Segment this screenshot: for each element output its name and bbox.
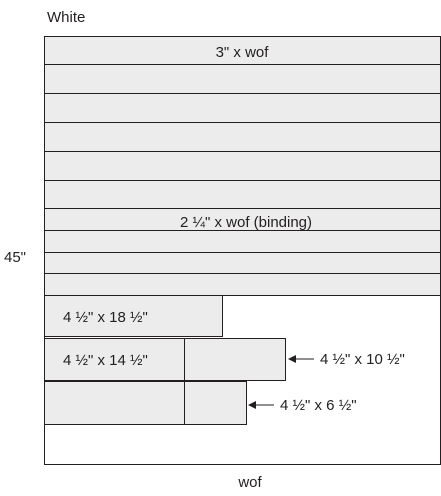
piece-6-label: 4 ½" x 6 ½" xyxy=(280,397,357,414)
strip-binding-label: 2 ¼" x wof (binding) xyxy=(180,214,312,231)
strip-3in xyxy=(44,151,441,181)
strip-binding xyxy=(44,252,441,274)
strip-binding xyxy=(44,230,441,253)
strip-3in xyxy=(44,122,441,152)
strip-3in xyxy=(44,36,441,65)
piece-4-5x18-5 xyxy=(44,295,223,337)
piece-4-5x10-5 xyxy=(184,338,286,381)
piece-18-label: 4 ½" x 18 ½" xyxy=(63,309,148,326)
strip-binding xyxy=(44,273,441,296)
callout-arrows xyxy=(248,355,314,409)
piece-10-label: 4 ½" x 10 ½" xyxy=(320,351,405,368)
strip-3in-label: 3" x wof xyxy=(216,44,270,61)
piece-14-label: 4 ½" x 14 ½" xyxy=(63,352,148,369)
width-dimension-label: wof xyxy=(237,474,262,491)
arrow-head-10-5 xyxy=(288,355,296,363)
height-dimension-label: 45" xyxy=(4,249,26,266)
piece-4-5x6-5 xyxy=(184,381,247,425)
strip-3in xyxy=(44,180,441,209)
pieces-group xyxy=(44,295,286,425)
strip-3in xyxy=(44,93,441,123)
piece-4-5x14-5 xyxy=(44,338,185,381)
strips-group xyxy=(44,36,441,296)
arrow-head-6-5 xyxy=(248,401,256,409)
strip-3in xyxy=(44,64,441,94)
fabric-color-label: White xyxy=(47,9,85,26)
piece-4-5x14-5 xyxy=(44,381,185,425)
